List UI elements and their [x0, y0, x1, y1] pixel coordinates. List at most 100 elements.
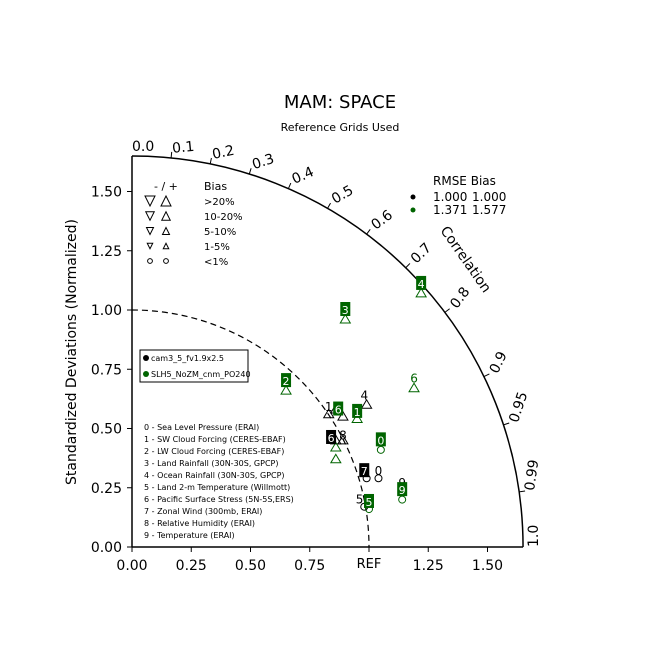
case-legend-name: SLH5_NoZM_cnm_PO240: [151, 370, 251, 379]
correlation-tick-mark: [405, 263, 411, 269]
marker-s0-p4: [360, 398, 373, 409]
marker-s1-p2: [280, 384, 292, 395]
case-legend-name: cam3_5_fv1.9x2.5: [151, 354, 224, 363]
bias-legend-circle-minus: [147, 258, 153, 264]
label-box-2: [281, 373, 292, 388]
point-label-4: 4: [418, 278, 425, 291]
point-label-2: 2: [283, 375, 290, 388]
correlation-tick-label: 0.2: [211, 143, 236, 163]
marker-s1-p4: [415, 287, 428, 298]
marker-s0-p8: [337, 434, 349, 445]
rmse-value: 1.371: [433, 203, 467, 217]
bias-legend-label: 1-5%: [204, 242, 230, 253]
y-tick-label: 0.75: [91, 362, 122, 378]
x-tick-label: 1.25: [413, 558, 444, 574]
variable-list-item: 1 - SW Cloud Forcing (CERES-EBAF): [144, 435, 286, 444]
marker-s1-p3: [339, 313, 352, 324]
label-box-6: [326, 429, 337, 444]
label-box-7: [359, 463, 370, 478]
label-box-5: [364, 493, 374, 508]
correlation-tick-label: 1.0: [526, 525, 542, 547]
y-tick-label: 1.50: [91, 185, 122, 201]
point-label-8: 8: [339, 429, 347, 443]
label-box-3: [340, 302, 351, 316]
rmse-dot: [410, 194, 416, 200]
label-box-6: [333, 401, 344, 416]
chart-title: MAM: SPACE: [284, 92, 396, 113]
correlation-tick-mark: [444, 308, 450, 313]
y-tick-label: 1.25: [91, 244, 122, 260]
bias-legend-up-triangle: [160, 210, 172, 221]
marker-s1-p7: [329, 453, 342, 464]
marker-s1-p1: [351, 413, 364, 424]
variable-list-item: 8 - Relative Humidity (ERAI): [144, 519, 255, 528]
marker-s1-p8: [408, 382, 420, 393]
correlation-tick-label: 0.99: [522, 459, 542, 492]
correlation-tick-label: 0.5: [329, 182, 356, 207]
marker-s0-p1: [337, 410, 349, 421]
bias-legend-label: <1%: [204, 257, 228, 268]
rmse-bias-header: RMSE Bias: [433, 174, 496, 188]
variable-list-item: 0 - Sea Level Pressure (ERAI): [144, 423, 259, 432]
correlation-tick-label: 0.7: [408, 240, 435, 267]
bias-legend-circle-plus: [163, 258, 169, 264]
case-legend-dot: [143, 371, 149, 377]
outer-arc: [131, 155, 524, 548]
correlation-label: Correlation: [437, 223, 494, 295]
point-label-7: 7: [361, 465, 368, 478]
point-label-0: 0: [375, 464, 383, 478]
label-box-1: [352, 403, 363, 418]
x-tick-label: 0.75: [294, 558, 325, 574]
bias-legend-down-triangle: [144, 195, 156, 208]
point-label-3: 3: [342, 304, 349, 317]
correlation-tick-mark: [327, 202, 331, 209]
label-box-4: [416, 275, 427, 290]
point-label-5: 5: [366, 496, 373, 509]
correlation-tick-label: 0.4: [290, 164, 317, 188]
correlation-tick-label: 0.1: [171, 139, 195, 157]
y-tick-label: 1.00: [91, 303, 122, 319]
variable-list-item: 9 - Temperature (ERAI): [144, 531, 235, 540]
bias-value: 1.577: [472, 203, 506, 217]
diagram-frame: [131, 155, 524, 548]
label-box-9: [397, 482, 408, 497]
variable-list-item: 5 - Land 2-m Temperature (Willmott): [144, 483, 290, 492]
bias-legend-down-triangle: [144, 211, 156, 222]
correlation-tick-mark: [209, 157, 212, 164]
point-label-5: 5: [356, 493, 364, 507]
point-label-1: 1: [325, 400, 333, 414]
correlation-tick-mark: [503, 422, 510, 426]
bias-legend-signs: - / +: [154, 180, 178, 193]
x-tick-label: 0.25: [176, 558, 207, 574]
chart-subtitle: Reference Grids Used: [281, 121, 400, 134]
x-tick-label: 1.50: [472, 558, 503, 574]
correlation-tick-mark: [483, 373, 490, 377]
y-tick-label: 0.00: [91, 540, 122, 556]
bias-legend-title: Bias: [204, 180, 227, 193]
bias-value: 1.000: [472, 190, 506, 204]
bias-legend-up-triangle: [161, 226, 171, 235]
correlation-tick-label: 0.0: [132, 139, 154, 155]
correlation-tick-label: 0.9: [487, 349, 511, 376]
variable-list-item: 2 - LW Cloud Forcing (CERES-EBAF): [144, 447, 284, 456]
variable-list-item: 6 - Pacific Surface Stress (5N-5S,ERS): [144, 495, 294, 504]
x-tick-label: 0.00: [116, 558, 147, 574]
point-label-6: 6: [335, 404, 342, 417]
y-axis-label: Standardized Deviations (Normalized): [64, 219, 80, 485]
y-tick-label: 0.50: [91, 422, 122, 438]
point-label-6: 6: [328, 432, 335, 445]
label-box-0: [375, 432, 386, 447]
marker-s1-p9: [398, 495, 407, 504]
bias-legend-down-triangle: [146, 242, 154, 250]
rmse-dot: [410, 207, 416, 213]
bias-legend-down-triangle: [145, 227, 155, 236]
point-label-6: 6: [410, 372, 418, 386]
correlation-tick-mark: [170, 151, 173, 158]
rmse-value: 1.000: [433, 190, 467, 204]
point-label-9: 9: [399, 484, 406, 497]
variable-list-item: 4 - Ocean Rainfall (30N-30S, GPCP): [144, 471, 285, 480]
ref-label: REF: [357, 557, 382, 572]
bias-legend-up-triangle: [162, 242, 170, 250]
